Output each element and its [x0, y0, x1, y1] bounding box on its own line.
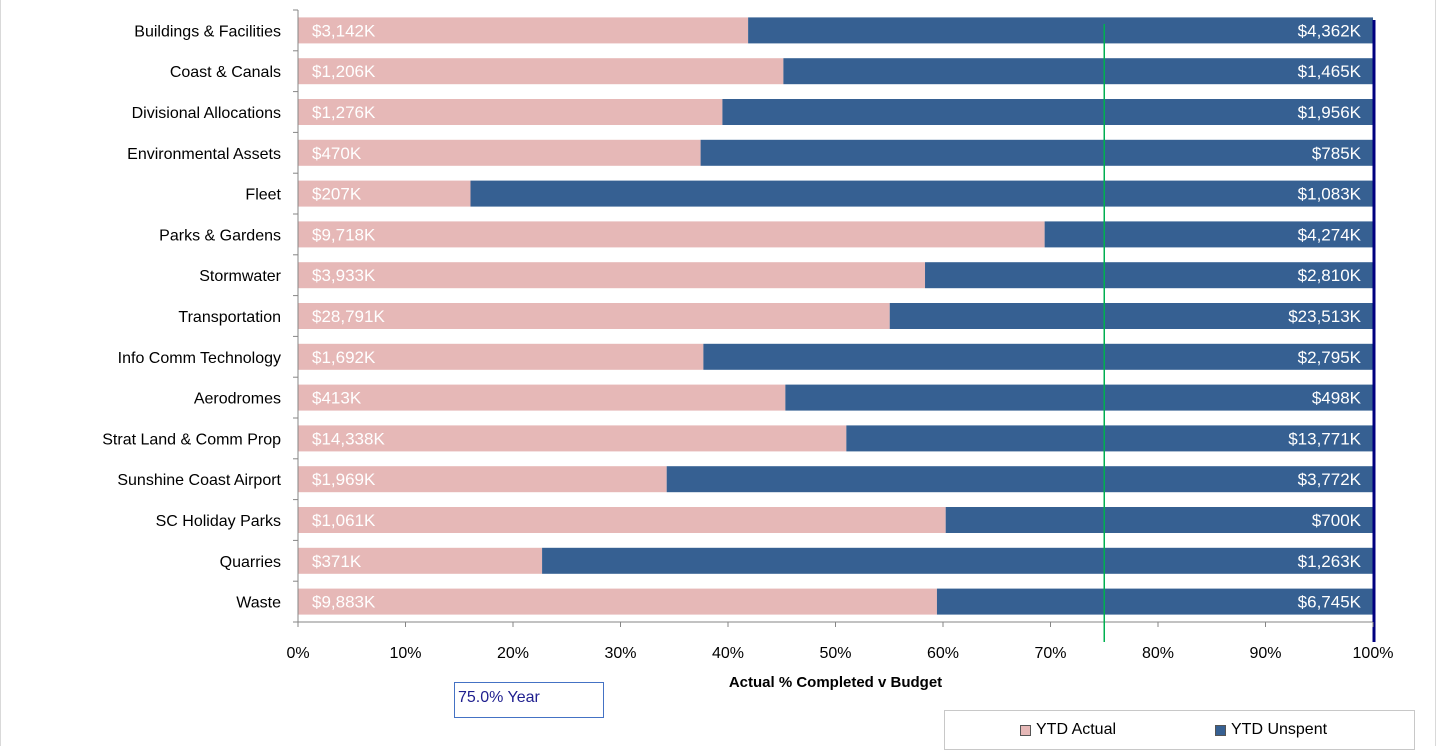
bar-actual-waste [298, 588, 937, 615]
category-label-buildings-facilities: Buildings & Facilities [134, 23, 281, 40]
category-label-sc-holiday-parks: SC Holiday Parks [156, 513, 281, 530]
data-label-actual-waste: $9,883K [312, 593, 376, 612]
bar-unspent-buildings-facilities [748, 17, 1373, 44]
data-label-actual-quarries: $371K [312, 552, 362, 571]
x-tick-label-9: 90% [1249, 645, 1281, 662]
data-label-unspent-stormwater: $2,810K [1298, 266, 1362, 285]
bar-unspent-aerodromes [785, 384, 1373, 411]
data-label-unspent-sc-holiday-parks: $700K [1312, 511, 1362, 530]
data-label-unspent-quarries: $1,263K [1298, 552, 1362, 571]
bar-actual-parks-gardens [298, 221, 1045, 248]
bar-unspent-environmental-assets [700, 139, 1373, 166]
data-label-unspent-aerodromes: $498K [1312, 389, 1362, 408]
x-tick-label-4: 40% [712, 645, 744, 662]
bar-actual-divisional-allocations [298, 99, 723, 125]
x-tick-label-3: 30% [604, 645, 636, 662]
category-label-stormwater: Stormwater [199, 268, 281, 285]
category-label-sunshine-coast-airport: Sunshine Coast Airport [117, 472, 281, 489]
bar-actual-environmental-assets [298, 139, 701, 166]
bar-actual-buildings-facilities [298, 17, 749, 44]
chart-legend: YTD Actual YTD Unspent [944, 710, 1415, 750]
category-label-quarries: Quarries [220, 554, 281, 571]
data-label-unspent-fleet: $1,083K [1298, 185, 1362, 204]
data-label-unspent-info-comm-technology: $2,795K [1298, 348, 1362, 367]
bar-unspent-strat-land-comm-prop [846, 425, 1373, 452]
x-tick-label-6: 60% [927, 645, 959, 662]
category-label-strat-land-comm-prop: Strat Land & Comm Prop [102, 431, 281, 448]
data-label-actual-divisional-allocations: $1,276K [312, 103, 376, 122]
x-tick-label-0: 0% [286, 645, 309, 662]
bar-actual-info-comm-technology [298, 343, 704, 370]
x-tick-label-2: 20% [497, 645, 529, 662]
bar-actual-coast-canals [298, 58, 784, 85]
x-axis-title: Actual % Completed v Budget [729, 674, 942, 691]
legend-item-ytd-actual: YTD Actual [1020, 721, 1116, 739]
category-label-waste: Waste [236, 595, 281, 612]
data-label-actual-stormwater: $3,933K [312, 266, 376, 285]
data-label-unspent-parks-gardens: $4,274K [1298, 225, 1362, 244]
category-label-fleet: Fleet [245, 187, 281, 204]
data-label-actual-fleet: $207K [312, 185, 362, 204]
data-label-unspent-divisional-allocations: $1,956K [1298, 103, 1362, 122]
bar-actual-aerodromes [298, 384, 786, 411]
bar-actual-transportation [298, 303, 890, 329]
bar-actual-sunshine-coast-airport [298, 466, 667, 493]
bar-unspent-divisional-allocations [722, 99, 1373, 125]
bar-unspent-info-comm-technology [703, 343, 1373, 370]
category-label-coast-canals: Coast & Canals [170, 64, 281, 81]
category-label-transportation: Transportation [178, 309, 281, 326]
data-label-unspent-waste: $6,745K [1298, 593, 1362, 612]
x-tick-label-1: 10% [389, 645, 421, 662]
bar-actual-fleet [298, 180, 471, 207]
data-label-actual-environmental-assets: $470K [312, 144, 362, 163]
data-label-unspent-transportation: $23,513K [1288, 307, 1361, 326]
x-tick-label-8: 80% [1142, 645, 1174, 662]
bar-unspent-quarries [542, 547, 1373, 574]
category-label-info-comm-technology: Info Comm Technology [118, 350, 281, 367]
bar-unspent-fleet [470, 180, 1373, 207]
bar-unspent-coast-canals [783, 58, 1373, 85]
legend-swatch-ytd-unspent [1215, 724, 1226, 736]
x-tick-label-7: 70% [1034, 645, 1066, 662]
data-label-actual-buildings-facilities: $3,142K [312, 21, 376, 40]
legend-item-ytd-unspent: YTD Unspent [1215, 721, 1327, 739]
bar-actual-stormwater [298, 262, 926, 289]
x-tick-label-5: 50% [819, 645, 851, 662]
data-label-actual-info-comm-technology: $1,692K [312, 348, 376, 367]
data-label-actual-coast-canals: $1,206K [312, 62, 376, 81]
category-label-divisional-allocations: Divisional Allocations [132, 105, 281, 122]
category-label-environmental-assets: Environmental Assets [127, 146, 281, 163]
data-label-actual-strat-land-comm-prop: $14,338K [312, 429, 385, 448]
data-label-unspent-environmental-assets: $785K [1312, 144, 1362, 163]
data-label-actual-sunshine-coast-airport: $1,969K [312, 470, 376, 489]
data-label-unspent-sunshine-coast-airport: $3,772K [1298, 470, 1362, 489]
bar-unspent-parks-gardens [1044, 221, 1373, 248]
legend-swatch-ytd-actual [1020, 724, 1031, 736]
bar-unspent-transportation [889, 303, 1373, 329]
year-progress-annotation: 75.0% Year [454, 682, 604, 718]
data-label-actual-transportation: $28,791K [312, 307, 385, 326]
category-label-parks-gardens: Parks & Gardens [159, 227, 281, 244]
bar-actual-strat-land-comm-prop [298, 425, 847, 452]
data-label-unspent-strat-land-comm-prop: $13,771K [1288, 429, 1361, 448]
bar-unspent-sunshine-coast-airport [666, 466, 1373, 493]
bar-unspent-waste [936, 588, 1373, 615]
legend-label-ytd-unspent: YTD Unspent [1231, 721, 1328, 738]
data-label-actual-aerodromes: $413K [312, 389, 362, 408]
bar-unspent-sc-holiday-parks [945, 507, 1373, 533]
data-label-actual-parks-gardens: $9,718K [312, 225, 376, 244]
data-label-actual-sc-holiday-parks: $1,061K [312, 511, 376, 530]
bar-unspent-stormwater [925, 262, 1373, 289]
data-label-unspent-coast-canals: $1,465K [1298, 62, 1362, 81]
year-progress-text: 75.0% Year [458, 689, 540, 706]
data-label-unspent-buildings-facilities: $4,362K [1298, 21, 1362, 40]
bar-actual-sc-holiday-parks [298, 507, 946, 533]
legend-label-ytd-actual: YTD Actual [1036, 721, 1117, 738]
category-label-aerodromes: Aerodromes [194, 391, 281, 408]
x-tick-label-10: 100% [1353, 645, 1394, 662]
bar-actual-quarries [298, 547, 543, 574]
